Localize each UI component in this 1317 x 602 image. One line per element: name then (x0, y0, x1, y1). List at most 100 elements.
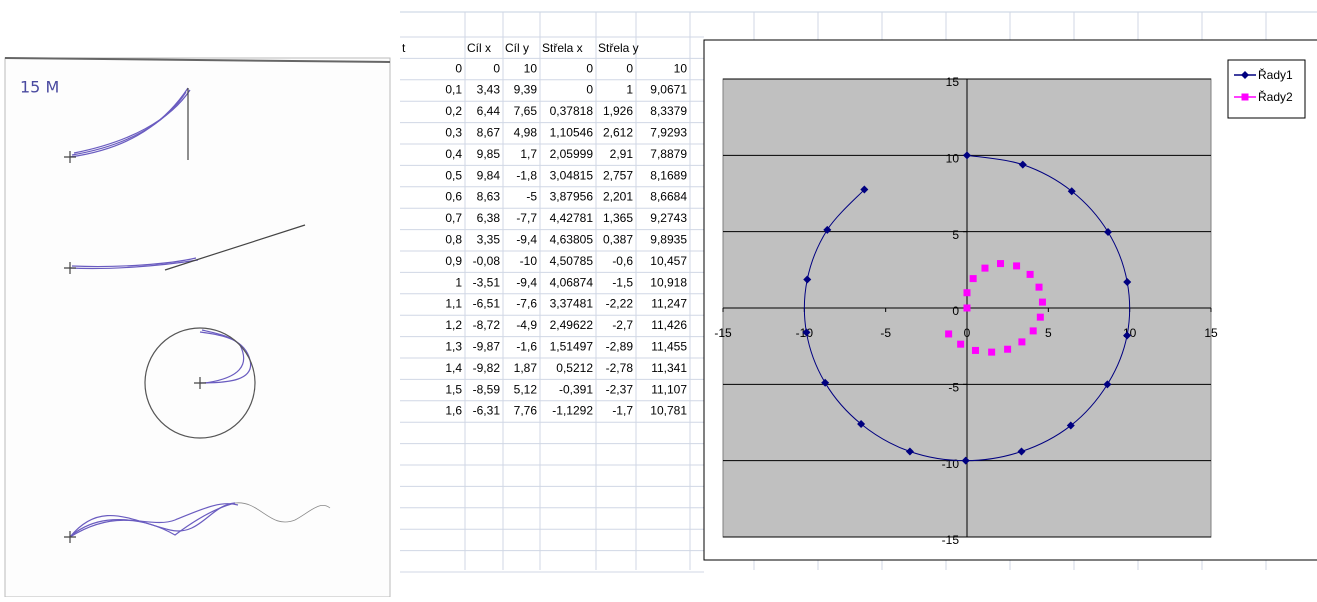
cell: 1 (626, 83, 633, 97)
cell: 0,5212 (556, 361, 593, 375)
cell: 3,35 (477, 232, 501, 246)
cell: -3,51 (473, 275, 501, 289)
legend-label: Řady2 (1258, 89, 1293, 104)
cell: 0,4 (445, 147, 462, 161)
cell: 1,51497 (550, 339, 594, 353)
cell: 4,42781 (550, 211, 594, 225)
cell: -9,82 (473, 361, 501, 375)
cell: 0,7 (445, 211, 462, 225)
cell: 1,926 (603, 104, 633, 118)
cell: 9,0671 (650, 83, 687, 97)
cell: -1,6 (516, 339, 537, 353)
data-point (1104, 227, 1113, 236)
cell: 11,455 (651, 339, 687, 353)
cell: 10,457 (650, 254, 687, 268)
data-point (1066, 421, 1075, 430)
cell: 8,6684 (650, 190, 687, 204)
cell: 3,37481 (550, 297, 594, 311)
data-point (971, 346, 979, 354)
cell: 0 (586, 61, 593, 75)
cell: 1,6 (445, 404, 462, 418)
data-point (997, 260, 1005, 268)
cell: 3,04815 (550, 168, 594, 182)
cell: 0,5 (445, 168, 462, 182)
cell: -4,9 (516, 318, 537, 332)
cell: 1,10546 (550, 125, 594, 139)
cell: 8,63 (477, 190, 501, 204)
cell: 3,43 (477, 83, 501, 97)
y-tick-label: 0 (952, 304, 959, 318)
cell: -2,7 (612, 318, 633, 332)
cell: 2,201 (603, 190, 633, 204)
cell: 8,3379 (650, 104, 687, 118)
data-point (1004, 345, 1012, 353)
data-point (821, 378, 830, 387)
data-point (1018, 160, 1027, 169)
cell: 10,918 (650, 275, 687, 289)
data-point (803, 275, 812, 284)
cell: 4,63805 (550, 232, 594, 246)
scanned-sheet: 15 M (4, 57, 391, 598)
data-point (988, 348, 996, 356)
data-point (1036, 313, 1044, 321)
cell: -2,22 (606, 297, 634, 311)
cell: 7,9293 (650, 125, 687, 139)
legend-marker (1241, 71, 1249, 79)
cell: 2,612 (603, 125, 633, 139)
y-tick-label: -5 (948, 381, 959, 395)
cell: 1,3 (445, 339, 462, 353)
cell: 7,8879 (650, 147, 687, 161)
legend-marker (1241, 93, 1249, 101)
cell: 7,65 (514, 104, 538, 118)
cell: 0 (586, 83, 593, 97)
legend-box (1227, 59, 1306, 119)
y-tick-label: 5 (952, 228, 959, 242)
y-tick-label: -15 (942, 533, 960, 547)
cell: 4,50785 (550, 254, 594, 268)
cell: -0,391 (559, 382, 593, 396)
cell: 3,87956 (550, 190, 594, 204)
cell: 11,107 (651, 382, 687, 396)
cell: -10 (520, 254, 538, 268)
cell: 1 (455, 275, 462, 289)
cell: 9,84 (477, 168, 501, 182)
cell: 1,87 (514, 361, 538, 375)
cell: -0,6 (612, 254, 633, 268)
cell: 9,2743 (650, 211, 687, 225)
cell: -5 (526, 190, 537, 204)
data-point (1123, 331, 1132, 340)
data-point (957, 340, 965, 348)
data-point (969, 275, 977, 283)
data-point (1123, 278, 1132, 287)
cell: -6,31 (473, 404, 501, 418)
cell: 0 (493, 61, 500, 75)
cell: -9,4 (516, 232, 537, 246)
cell: -1,1292 (552, 404, 593, 418)
data-point (1067, 187, 1076, 196)
data-point (1017, 447, 1026, 456)
cell: 5,12 (514, 382, 538, 396)
cell: -2,78 (606, 361, 634, 375)
cell: 8,1689 (650, 168, 687, 182)
x-tick-label: -15 (714, 326, 732, 340)
cell: 9,85 (477, 147, 501, 161)
cell: 0,9 (445, 254, 462, 268)
data-point (1029, 327, 1037, 335)
data-point (945, 330, 953, 338)
data-point (1013, 262, 1021, 270)
paper-edge (4, 57, 391, 63)
header-cell: Cíl y (505, 41, 529, 55)
legend-label: Řady1 (1258, 67, 1293, 82)
header-cell: Střela x (542, 41, 583, 55)
cell: -7,7 (516, 211, 537, 225)
cell: 0,6 (445, 190, 462, 204)
data-point (1103, 380, 1112, 389)
cell: 0,8 (445, 232, 462, 246)
cell: 10,781 (650, 404, 687, 418)
sketches (69, 87, 252, 538)
cell: -0,08 (473, 254, 501, 268)
data-point (823, 225, 832, 234)
